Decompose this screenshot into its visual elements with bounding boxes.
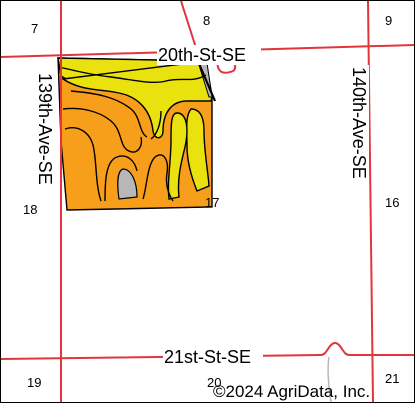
section-label-21: 21 [385,371,399,386]
road-line-northspur [180,1,198,52]
road-label-east: 140th-Ave-SE [349,67,369,179]
road-label-north: 20th-St-SE [158,45,246,65]
section-label-19: 19 [27,375,41,390]
section-label-17: 17 [205,195,219,210]
section-label-16: 16 [385,195,399,210]
copyright-text: ©2024 AgriData, Inc. [213,382,370,401]
section-label-8: 8 [203,13,210,28]
soil-unit-yellow-finger[interactable] [167,112,188,200]
field-boundary-spur [195,58,217,102]
soil-boundaries [58,66,207,202]
road-label-west: 139th-Ave-SE [35,73,55,185]
soil-unit-gray-inclusion[interactable] [117,168,138,200]
creek-line-21st [327,356,332,402]
section-label-20: 20 [207,375,221,390]
section-label-7: 7 [31,21,38,36]
section-label-18: 18 [23,202,37,217]
section-label-9: 9 [385,13,392,28]
road-label-south: 21st-St-SE [164,347,251,367]
road-line-21st [1,341,414,360]
